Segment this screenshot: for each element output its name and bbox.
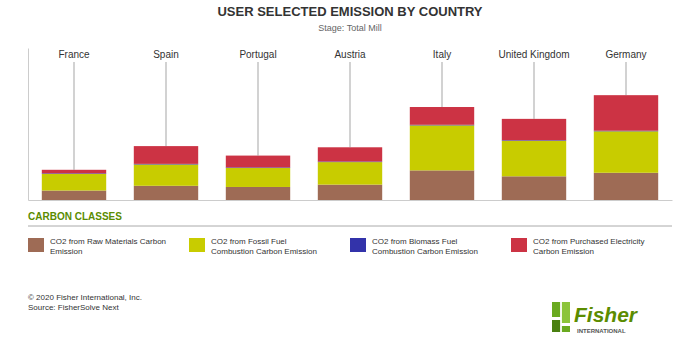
text-line: CO2 from Biomass Fuel — [372, 237, 458, 246]
category-label: Germany — [605, 49, 646, 60]
text-line: Combustion Carbon Emission — [372, 247, 478, 256]
legend: CO2 from Raw Materials CarbonEmissionCO2… — [28, 237, 645, 256]
bar-segment — [502, 176, 566, 200]
connector — [442, 62, 443, 107]
bar-segment — [226, 168, 290, 187]
legend-header: CARBON CLASSES — [28, 211, 122, 222]
logo-icon — [562, 326, 570, 332]
logo-icon — [552, 320, 560, 332]
y-axis — [28, 49, 29, 201]
category-label: France — [58, 49, 90, 60]
bar-segment — [134, 186, 198, 200]
category-label: Austria — [334, 49, 366, 60]
bar-segment — [502, 141, 566, 177]
logo-text: Fisher — [574, 303, 639, 326]
logo-subtext: INTERNATIONAL — [577, 328, 626, 334]
category-labels: France Spain Portugal Austria Italy United Ki… — [58, 49, 646, 170]
text-line: CO2 from Raw Materials Carbon — [50, 237, 166, 246]
bar-segment — [594, 95, 658, 131]
text-line: Carbon Emission — [533, 247, 594, 256]
category-label: Spain — [153, 49, 179, 60]
bar-segment — [42, 170, 106, 174]
bar-segment — [318, 147, 382, 161]
text-line: Source: FisherSolve Next — [28, 303, 119, 312]
legend-swatch — [189, 238, 205, 252]
bar-segment — [502, 119, 566, 140]
chart: USER SELECTED EMISSION BY COUNTRY Stage: … — [0, 0, 700, 349]
connector — [258, 62, 259, 156]
bar-segment — [594, 131, 658, 172]
bar-segment — [410, 107, 474, 125]
connector — [350, 62, 351, 147]
bar-segment — [410, 125, 474, 170]
text-line: Combustion Carbon Emission — [211, 247, 317, 256]
logo-icon — [562, 302, 570, 323]
legend-label: CO2 from Raw Materials CarbonEmission — [50, 237, 166, 256]
category-label: United Kingdom — [498, 49, 569, 60]
connector — [74, 62, 75, 170]
connector — [626, 62, 627, 95]
y-axis-line — [28, 49, 29, 201]
legend-label: CO2 from Biomass FuelCombustion Carbon E… — [372, 237, 478, 256]
text-line: © 2020 Fisher International, Inc. — [28, 293, 142, 302]
category-label: Italy — [433, 49, 451, 60]
subtitle: Stage: Total Mill — [318, 23, 381, 33]
category-label: Portugal — [239, 49, 276, 60]
bar-segment — [318, 162, 382, 185]
x-axis — [29, 200, 673, 201]
text-line: Emission — [50, 247, 82, 256]
bar-segment — [594, 173, 658, 200]
bar-segment — [226, 187, 290, 200]
legend-label: CO2 from Fossil FuelCombustion Carbon Em… — [211, 237, 317, 256]
bar-segment — [42, 191, 106, 200]
title: USER SELECTED EMISSION BY COUNTRY — [217, 4, 482, 19]
legend-swatch — [28, 238, 44, 252]
x-axis-line — [29, 200, 673, 201]
bar-segment — [134, 146, 198, 164]
legend-swatch — [350, 238, 366, 252]
logo-icon — [552, 302, 560, 317]
footer: © 2020 Fisher International, Inc.Source:… — [28, 293, 142, 312]
text-line: CO2 from Purchased Electricity — [533, 237, 645, 246]
text-line: CO2 from Fossil Fuel — [211, 237, 287, 246]
legend-label: CO2 from Purchased ElectricityCarbon Emi… — [533, 237, 645, 256]
connector — [534, 62, 535, 119]
bar-segment — [318, 185, 382, 200]
connector — [166, 62, 167, 146]
bar-segment — [410, 170, 474, 200]
bar-segment — [226, 156, 290, 168]
bar-segment — [134, 164, 198, 185]
logo: Fisher INTERNATIONAL — [552, 302, 639, 334]
legend-swatch — [511, 238, 527, 252]
bar-segment — [42, 174, 106, 191]
separator — [28, 226, 672, 227]
